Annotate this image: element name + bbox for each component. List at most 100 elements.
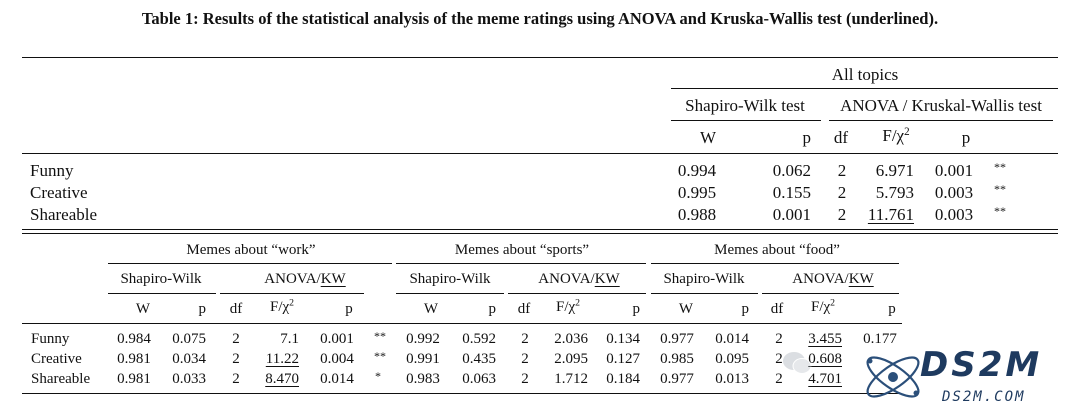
significance-mark: * — [375, 369, 381, 383]
anova-underline-food — [762, 293, 899, 294]
cell-work-df: 2 — [232, 331, 240, 347]
cell-food-df: 2 — [775, 351, 783, 367]
sw-underline-sports — [396, 293, 504, 294]
group-underline-sports — [396, 263, 646, 264]
anova-kw-header: ANOVA / Kruskal-Wallis test — [840, 96, 1042, 115]
cell-work-df: 2 — [232, 351, 240, 367]
group-header-all-topics: All topics — [831, 65, 899, 84]
cell-sports-df: 2 — [521, 351, 529, 367]
cell-work-df: 2 — [232, 371, 240, 387]
cell-df: 2 — [837, 161, 847, 180]
significance-mark: ** — [994, 204, 1006, 218]
top-table-double-rule — [22, 233, 1058, 235]
cell-food-F-underlined: 3.455 — [808, 331, 842, 347]
row-label: Shareable — [31, 371, 91, 387]
cell-food-F-underlined: 4.701 — [808, 371, 842, 387]
cell-df: 2 — [837, 183, 847, 202]
cell-work-p: 0.034 — [172, 351, 206, 367]
sw-header-food: Shapiro-Wilk — [663, 271, 745, 287]
cell-work-W: 0.981 — [117, 371, 151, 387]
col-p2: p — [345, 301, 353, 317]
cell-food-p2: 0.177 — [863, 331, 897, 347]
cell-work-p2: 0.014 — [320, 371, 354, 387]
col-p2: p — [961, 128, 971, 147]
cell-food-F-underlined: 0.608 — [808, 351, 842, 367]
cell-p2: 0.001 — [934, 161, 974, 180]
col-W: W — [135, 301, 151, 317]
row-label: Funny — [31, 331, 70, 347]
row-label: Creative — [31, 351, 82, 367]
significance-mark: ** — [374, 329, 386, 343]
cell-food-W: 0.977 — [660, 331, 694, 347]
sw-underline-work — [108, 293, 216, 294]
significance-mark: ** — [994, 160, 1006, 174]
bottom-rule — [22, 393, 902, 395]
cell-work-W: 0.981 — [117, 351, 151, 367]
cell-W: 0.994 — [677, 161, 717, 180]
sw-header-sports: Shapiro-Wilk — [409, 271, 491, 287]
col-F-chi2: F/χ2 — [882, 125, 910, 145]
anova-kw-header-food: ANOVA/KW — [792, 271, 874, 287]
cell-F: 6.971 — [875, 161, 914, 180]
cell-sports-df: 2 — [521, 371, 529, 387]
sw-header-work: Shapiro-Wilk — [120, 271, 202, 287]
group-header-sports: Memes about “sports” — [454, 242, 590, 258]
col-W: W — [699, 128, 717, 147]
col-p2: p — [632, 301, 641, 317]
bottom-header-rule — [22, 323, 902, 324]
col-df: df — [517, 301, 531, 317]
cell-p2: 0.003 — [934, 183, 974, 202]
sw-header-underline — [671, 120, 821, 121]
group-header-underline — [671, 88, 1058, 89]
sw-test-header: Shapiro-Wilk test — [685, 96, 805, 115]
cell-food-p: 0.014 — [715, 331, 749, 347]
col-p2: p — [888, 301, 896, 317]
col-p: p — [741, 301, 750, 317]
cell-food-W: 0.977 — [660, 371, 694, 387]
cell-sports-W: 0.992 — [406, 331, 440, 347]
row-label: Creative — [30, 183, 88, 202]
cell-sports-F: 1.712 — [554, 371, 588, 387]
anova-underline-sports — [508, 293, 646, 294]
cell-sports-F: 2.095 — [554, 351, 588, 367]
cell-F: 5.793 — [875, 183, 914, 202]
cell-sports-p: 0.063 — [462, 371, 496, 387]
ds2m-url-text: DS2M.COM — [942, 389, 1026, 405]
cell-food-p: 0.013 — [715, 371, 749, 387]
col-p: p — [198, 301, 207, 317]
cell-p: 0.062 — [772, 161, 811, 180]
group-underline-food — [651, 263, 899, 264]
significance-mark: ** — [374, 349, 386, 363]
cell-food-df: 2 — [775, 371, 783, 387]
cell-sports-p2: 0.184 — [606, 371, 640, 387]
row-label: Funny — [30, 161, 74, 180]
cell-sports-F: 2.036 — [554, 331, 588, 347]
cell-W: 0.995 — [677, 183, 717, 202]
header-rule — [22, 153, 1058, 154]
group-header-food: Memes about “food” — [714, 242, 840, 258]
top-rule — [22, 57, 1058, 59]
ds2m-logo: DS2M DS2M.COM — [858, 342, 1070, 414]
col-W: W — [678, 301, 694, 317]
col-p: p — [488, 301, 497, 317]
anova-kw-header-work: ANOVA/KW — [264, 271, 346, 287]
col-df: df — [833, 128, 849, 147]
group-header-work: Memes about “work” — [186, 242, 316, 258]
cell-work-F-underlined: 8.470 — [265, 371, 299, 387]
cell-sports-p: 0.592 — [462, 331, 496, 347]
cell-work-p2: 0.004 — [320, 351, 354, 367]
cell-work-W: 0.984 — [117, 331, 151, 347]
cell-sports-W: 0.991 — [406, 351, 440, 367]
cell-p: 0.001 — [772, 205, 811, 224]
cell-p2: 0.003 — [934, 205, 974, 224]
top-table-bottom-rule — [22, 229, 1058, 231]
cell-food-p: 0.095 — [715, 351, 749, 367]
sw-underline-food — [651, 293, 758, 294]
cell-F-underlined: 11.761 — [867, 205, 914, 224]
cell-work-F: 7.1 — [280, 331, 299, 347]
cell-work-p2: 0.001 — [320, 331, 354, 347]
col-df: df — [770, 301, 784, 317]
cell-df: 2 — [837, 205, 847, 224]
cell-work-p: 0.033 — [172, 371, 206, 387]
cell-sports-W: 0.983 — [406, 371, 440, 387]
